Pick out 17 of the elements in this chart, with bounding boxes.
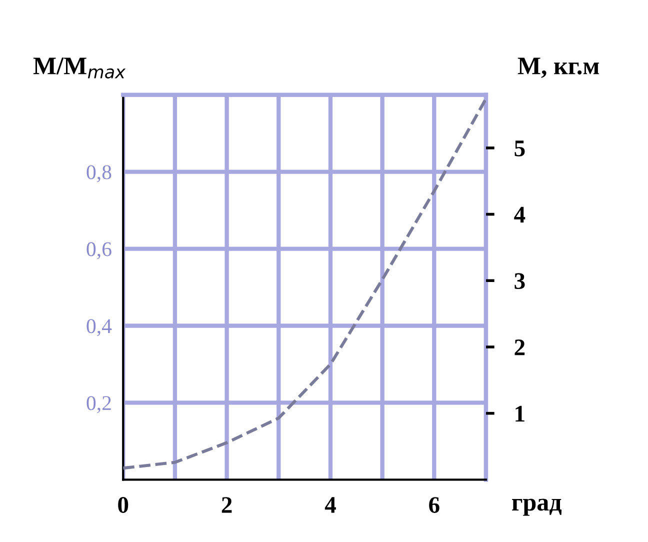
x-tick-label: 2 [222,497,232,513]
y2-tick-label: 4 [514,206,526,222]
x-tick-label: 0 [118,497,128,513]
y-axis-title: M/M$_{max}$ [33,58,126,78]
y2-axis-title: M, кг.м [518,58,599,78]
y2-tick-label: 5 [514,140,525,156]
x-tick-label: 4 [324,497,336,513]
x-tick-label: 6 [429,497,440,513]
y2-tick-label: 2 [514,340,525,356]
x-axis-title: град [512,498,562,516]
y-tick-label: 0,6 [86,242,112,260]
line-series [123,97,486,470]
y-tick-label: 0,8 [86,165,112,182]
y2-tick-label: 3 [514,273,525,290]
y-tick-label: 0,2 [86,396,111,414]
y-tick-label: 0,4 [86,319,112,336]
y2-tick-label: 1 [516,406,524,422]
